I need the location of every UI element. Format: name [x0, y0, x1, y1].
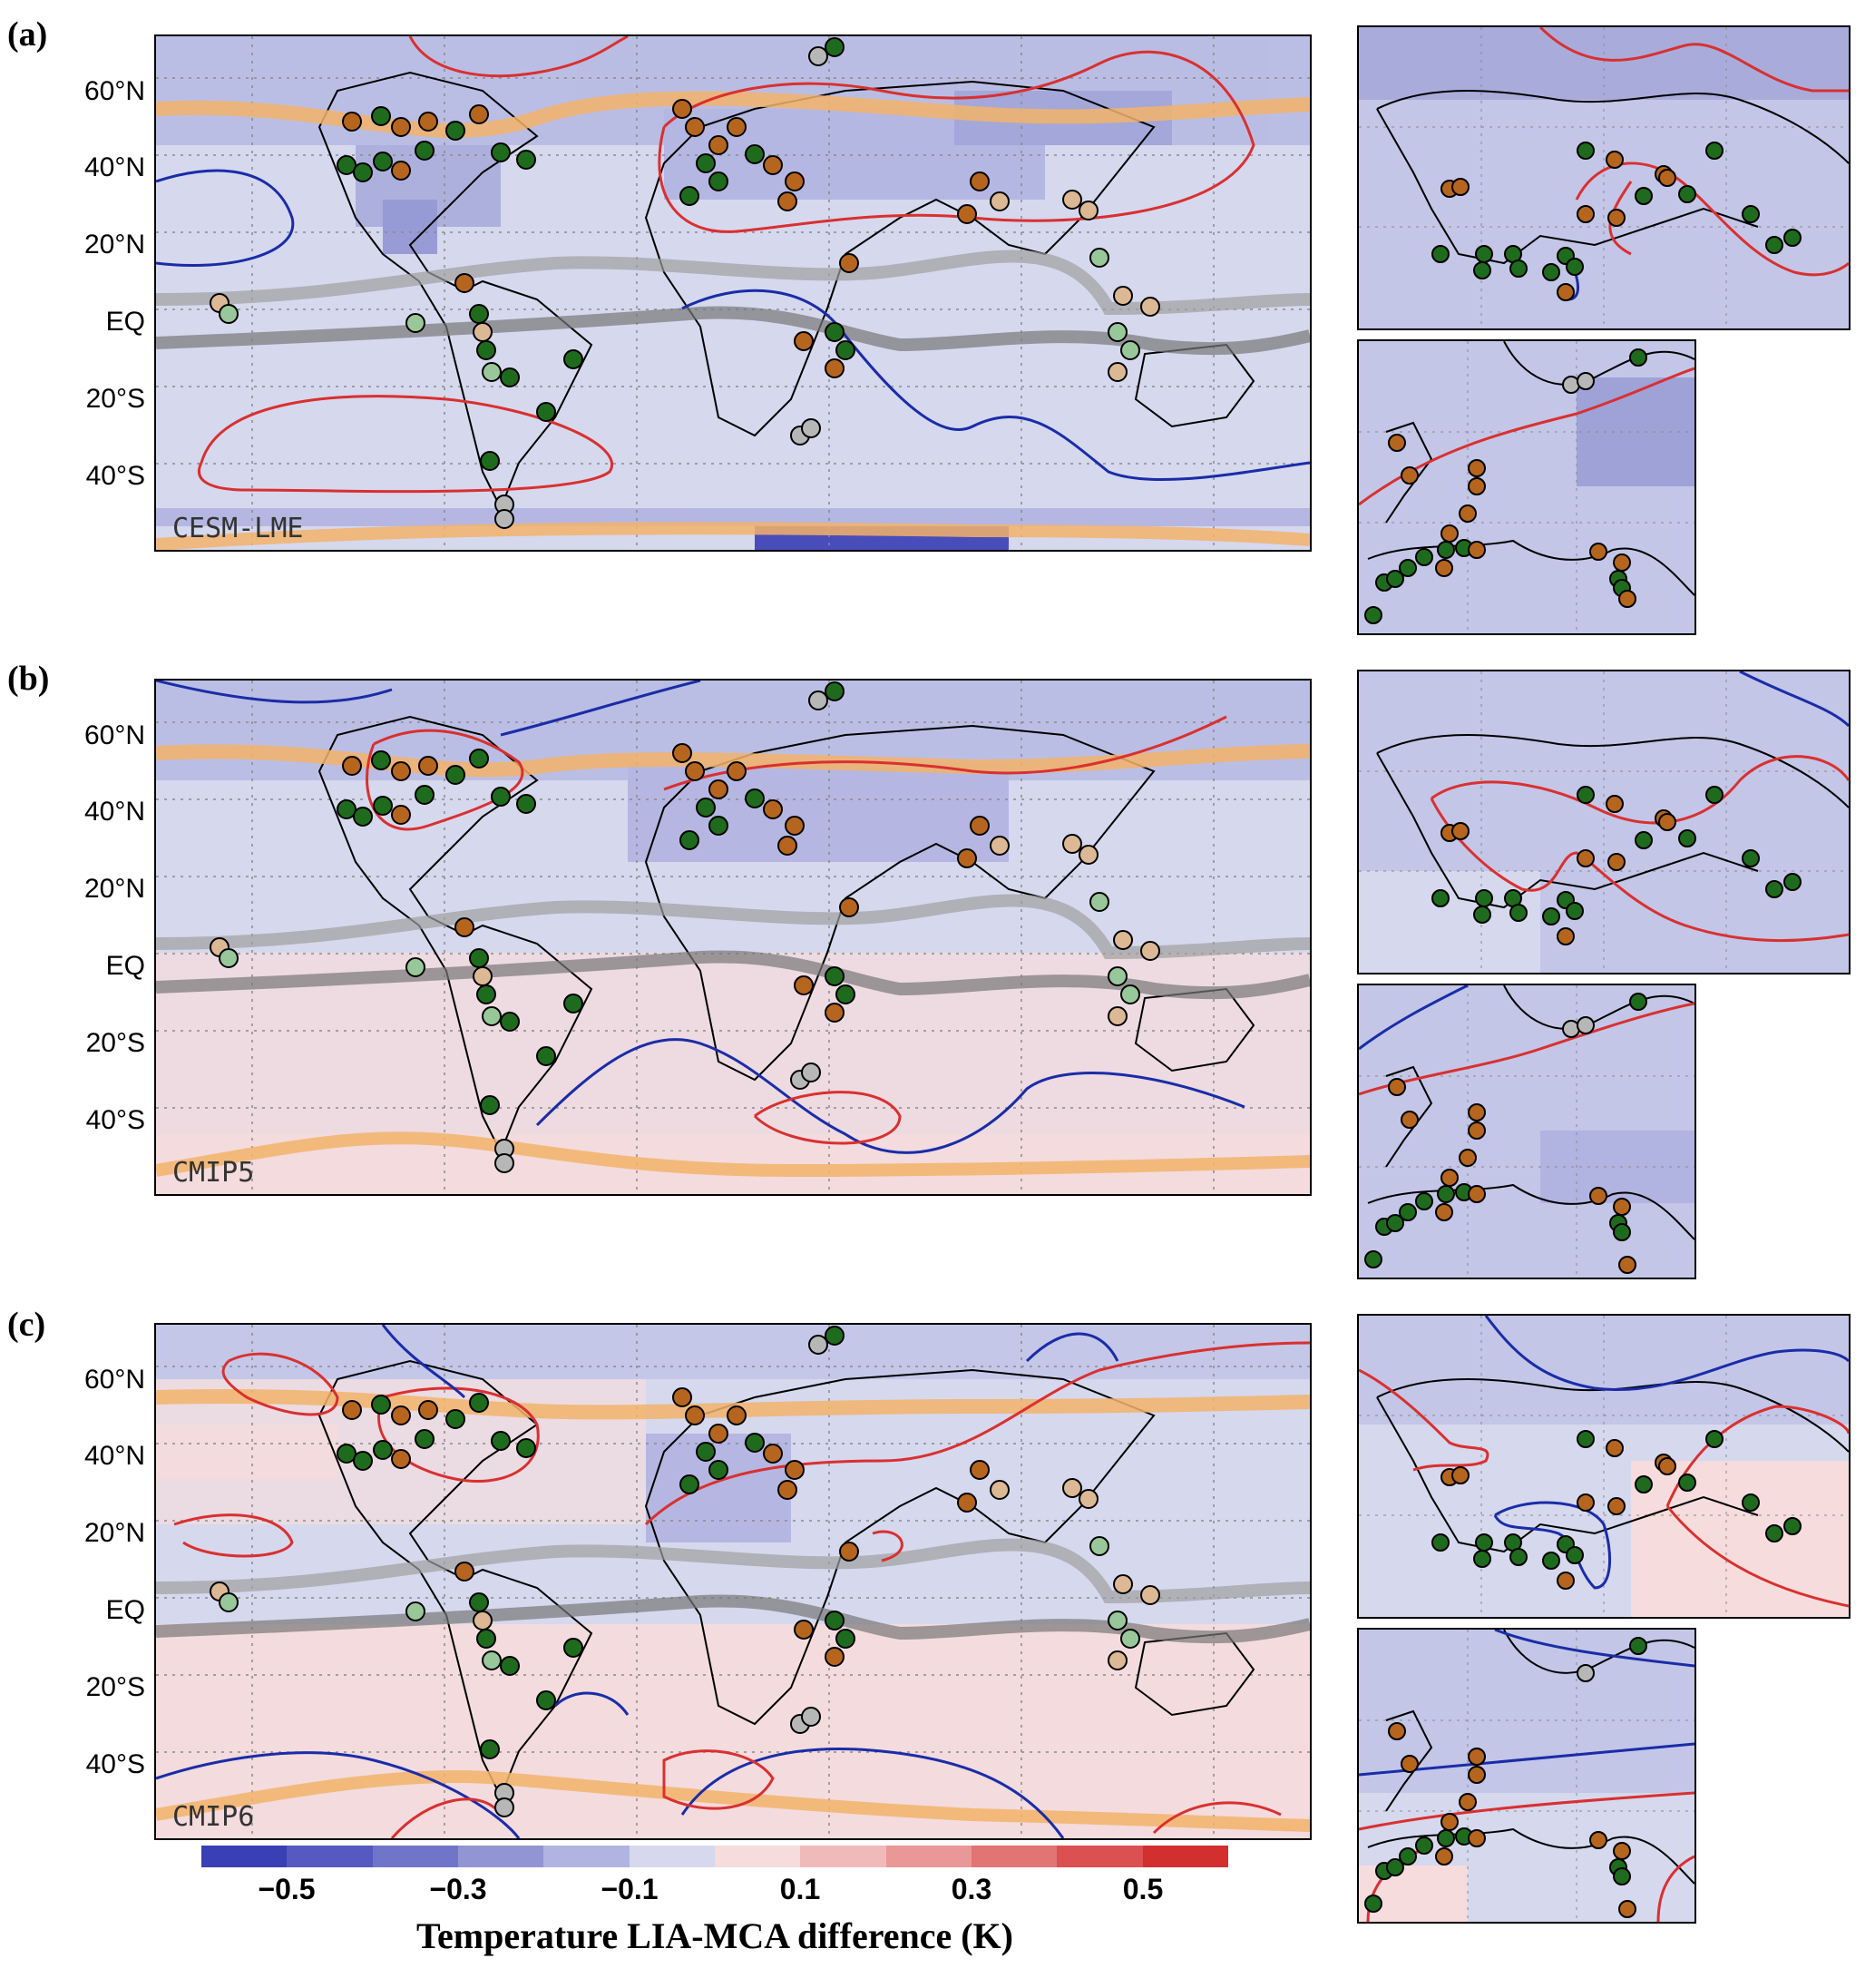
- lat-label-eq: EQ: [105, 307, 145, 337]
- lat-label-40s: 40°S: [85, 461, 145, 491]
- map-panel-b: CMIP5: [154, 679, 1312, 1196]
- proxy-sites: [210, 37, 1160, 529]
- lat-label-40n: 40°N: [83, 1441, 145, 1471]
- colorbar-cell: [287, 1846, 373, 1867]
- colorbar-tick: 0.5: [1122, 1873, 1164, 1905]
- model-label-cesm-lme: CESM-LME: [172, 513, 304, 544]
- colorbar-cell: [372, 1846, 458, 1867]
- colorbar-cell: [1057, 1846, 1143, 1867]
- lat-label-40n: 40°N: [83, 152, 145, 182]
- lat-label-20s: 20°S: [85, 384, 145, 414]
- colorbar-cell: [629, 1846, 715, 1867]
- colorbar-tick: 0.1: [779, 1873, 821, 1905]
- colorbar-title: Temperature LIA-MCA difference (K): [415, 1915, 1013, 1956]
- colorbar-tick: −0.5: [258, 1873, 316, 1905]
- map-panel-a: CESM-LME: [154, 34, 1312, 552]
- colorbar-cell: [201, 1846, 288, 1867]
- colorbar: [201, 1846, 1228, 1867]
- contours: [156, 36, 1310, 494]
- colorbar-tick: −0.3: [429, 1873, 487, 1905]
- panel-b-letter: (b): [7, 660, 50, 698]
- colorbar-cell: [543, 1846, 630, 1867]
- lat-label-eq: EQ: [105, 1595, 145, 1625]
- lat-label-60n: 60°N: [83, 720, 145, 750]
- lat-label-40s: 40°S: [85, 1105, 145, 1135]
- inset-europe-c: [1357, 1628, 1696, 1924]
- colorbar-tick: 0.3: [951, 1873, 992, 1905]
- inset-europe-a: [1357, 339, 1696, 635]
- panel-c-letter: (c): [7, 1306, 46, 1344]
- lat-label-20s: 20°S: [85, 1672, 145, 1702]
- panel-a-letter: (a): [7, 15, 48, 54]
- inset-north-america-b: [1357, 670, 1851, 974]
- colorbar-cell: [714, 1846, 801, 1867]
- colorbar-cell: [971, 1846, 1058, 1867]
- lat-label-20n: 20°N: [83, 874, 145, 904]
- lat-label-40n: 40°N: [83, 797, 145, 827]
- model-label-cmip6: CMIP6: [172, 1801, 255, 1833]
- inset-europe-b: [1357, 984, 1696, 1279]
- lat-label-40s: 40°S: [85, 1749, 145, 1779]
- colorbar-tick: −0.1: [601, 1873, 659, 1905]
- lat-label-20s: 20°S: [85, 1028, 145, 1058]
- lat-label-60n: 60°N: [83, 76, 145, 106]
- inset-north-america-c: [1357, 1314, 1851, 1619]
- colorbar-cell: [457, 1846, 544, 1867]
- colorbar-cell: [1142, 1846, 1228, 1867]
- colorbar-cell: [800, 1846, 886, 1867]
- lat-label-60n: 60°N: [83, 1365, 145, 1395]
- lat-label-20n: 20°N: [83, 230, 145, 260]
- model-label-cmip5: CMIP5: [172, 1157, 255, 1189]
- lat-label-20n: 20°N: [83, 1518, 145, 1548]
- lat-label-eq: EQ: [105, 951, 145, 981]
- inset-north-america-a: [1357, 25, 1851, 330]
- colorbar-cell: [885, 1846, 972, 1867]
- map-panel-c: CMIP6: [154, 1323, 1312, 1840]
